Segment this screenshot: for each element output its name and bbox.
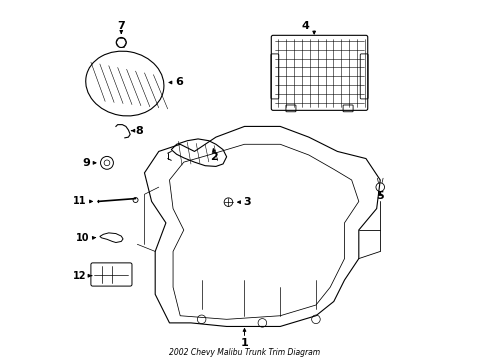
- Text: 10: 10: [76, 233, 90, 243]
- Text: 9: 9: [82, 158, 90, 168]
- Text: 7: 7: [117, 21, 125, 31]
- Text: 5: 5: [376, 191, 383, 201]
- Text: 8: 8: [135, 126, 143, 136]
- Text: 2: 2: [210, 152, 218, 162]
- Text: 11: 11: [73, 197, 86, 206]
- Text: 1: 1: [240, 338, 248, 347]
- Text: 2002 Chevy Malibu Trunk Trim Diagram: 2002 Chevy Malibu Trunk Trim Diagram: [168, 348, 320, 357]
- Text: 12: 12: [73, 271, 86, 281]
- Text: 3: 3: [243, 197, 250, 207]
- Text: 4: 4: [301, 21, 308, 31]
- Text: 6: 6: [175, 77, 183, 87]
